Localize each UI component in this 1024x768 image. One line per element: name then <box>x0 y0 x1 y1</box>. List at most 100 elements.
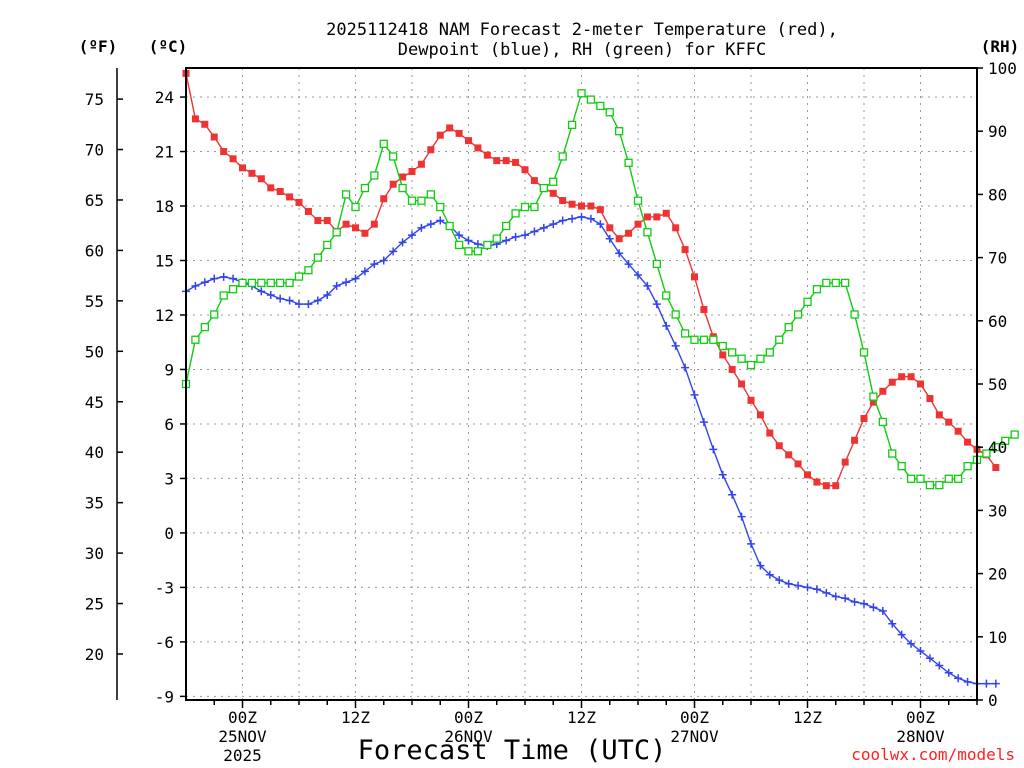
plot-frame <box>185 67 978 701</box>
temperature-point <box>625 229 633 237</box>
dewpoint-point <box>351 274 360 283</box>
temperature-point <box>304 207 312 215</box>
rh-point <box>671 310 680 319</box>
dewpoint-point <box>342 278 351 287</box>
x-tick-label: 00Z <box>454 708 483 727</box>
temperature-point <box>888 378 896 386</box>
dewpoint-point <box>426 220 435 229</box>
temperature-point <box>455 129 463 137</box>
x-date-label: 28NOV <box>896 727 945 746</box>
dewpoint-point <box>812 585 821 594</box>
temperature-point <box>841 458 849 466</box>
temperature-point <box>643 213 651 221</box>
rh-point <box>709 335 718 344</box>
dewpoint-point <box>991 679 1000 688</box>
temperature-point <box>964 438 972 446</box>
rh-point <box>605 108 614 117</box>
rh-point <box>341 190 351 199</box>
dewpoint-point <box>954 674 963 683</box>
temperature-point <box>465 137 472 145</box>
temperature-point <box>352 224 359 232</box>
celsius-tick-label: 24 <box>155 88 174 107</box>
x-axis-title: Forecast Time (UTC) <box>358 735 667 766</box>
temperature-point <box>446 124 454 132</box>
rh-tick-label: 100 <box>988 59 1017 78</box>
dewpoint-point <box>671 341 680 350</box>
temperature-point <box>521 166 529 174</box>
dewpoint-point <box>803 583 812 592</box>
dewpoint-point <box>266 291 275 300</box>
celsius-tick-label: 15 <box>155 252 174 271</box>
dewpoint-point <box>257 287 266 296</box>
x-date-label: 27NOV <box>670 727 719 746</box>
dewpoint-point <box>925 654 934 663</box>
dewpoint-point <box>916 646 925 655</box>
rh-point <box>238 278 247 288</box>
rh-point <box>652 259 661 269</box>
rh-point <box>991 443 1000 452</box>
temperature-point <box>822 482 830 490</box>
dewpoint-point <box>455 231 464 240</box>
temperature-point <box>323 217 331 225</box>
temperature-point <box>248 169 256 177</box>
dewpoint-point <box>511 232 520 241</box>
celsius-tick-label: -9 <box>155 687 174 706</box>
rh-point <box>426 190 435 199</box>
rh-point <box>812 285 822 294</box>
dewpoint-point <box>963 677 972 686</box>
rh-point <box>276 278 285 288</box>
fahrenheit-tick-label: 35 <box>85 494 104 513</box>
x-tick-label: 00Z <box>906 708 935 727</box>
dewpoint-point <box>756 561 765 570</box>
rh-point <box>737 354 746 363</box>
dewpoint-point <box>944 668 953 677</box>
rh-point <box>577 89 586 98</box>
temperature-point <box>210 133 218 141</box>
rh-point <box>793 310 803 319</box>
x-tick-label: 12Z <box>567 708 596 727</box>
dewpoint-point <box>549 220 558 229</box>
series-layer <box>181 69 1019 688</box>
x-tick-label: 00Z <box>228 708 257 727</box>
celsius-tick-label: 9 <box>164 360 174 379</box>
celsius-tick-label: 12 <box>155 306 174 325</box>
rh-point <box>615 127 624 136</box>
rh-point <box>567 120 577 130</box>
rh-point <box>633 196 643 205</box>
dewpoint-point <box>210 274 219 283</box>
dewpoint-point <box>878 607 887 616</box>
rh-point <box>784 322 793 332</box>
temperature-point <box>926 395 934 403</box>
rh-point <box>916 474 925 483</box>
dewpoint-point <box>398 238 407 247</box>
rh-tick-label: 50 <box>988 375 1007 394</box>
rh-point <box>266 278 275 288</box>
dewpoint-point <box>229 274 238 283</box>
rh-tick-label: 0 <box>988 691 998 710</box>
temperature-point <box>559 197 567 205</box>
fahrenheit-tick-label: 40 <box>85 443 104 462</box>
rh-point <box>464 247 473 256</box>
dewpoint-point <box>841 594 850 603</box>
temperature-point <box>653 213 661 221</box>
rh-tick-label: 40 <box>988 438 1007 457</box>
rh-point <box>944 474 953 483</box>
temperature-point <box>342 220 350 228</box>
rh-point <box>219 291 228 300</box>
dewpoint-point <box>982 679 991 688</box>
dewpoint-point <box>699 418 708 427</box>
dewpoint-point <box>370 260 379 269</box>
temperature-point <box>700 306 708 314</box>
dewpoint-point <box>690 390 699 399</box>
temperature-point <box>512 158 520 166</box>
dewpoint-point <box>747 539 755 548</box>
rh-point <box>831 278 840 288</box>
rh-point <box>756 354 765 363</box>
rh-point <box>746 360 756 370</box>
rh-point <box>511 209 520 218</box>
fahrenheit-tick-label: 70 <box>85 141 104 160</box>
rh-point <box>492 234 501 243</box>
rh-point <box>963 462 972 471</box>
rh-point <box>765 348 774 357</box>
